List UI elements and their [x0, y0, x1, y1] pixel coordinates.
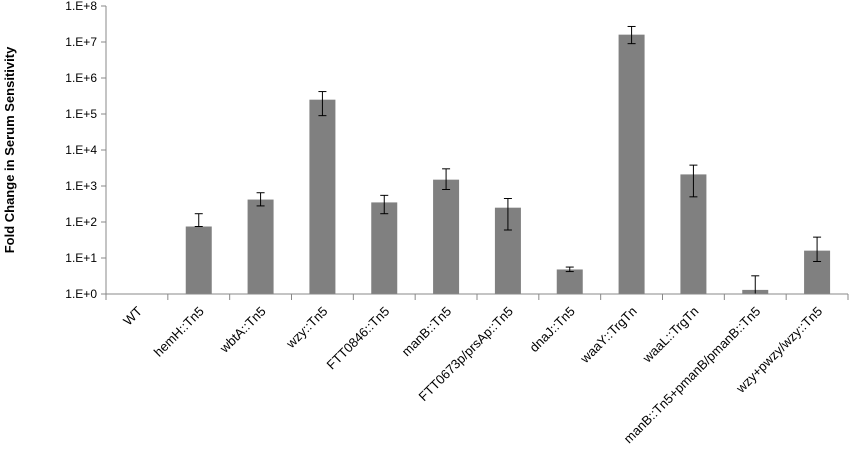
bar [309, 99, 336, 294]
bar [371, 202, 398, 294]
x-tick-label: hemH::Tn5 [151, 304, 207, 360]
y-tick-label: 1.E+3 [65, 179, 97, 193]
bars [185, 34, 831, 295]
x-tick-label: wbtA::Tn5 [216, 304, 269, 357]
y-tick-label: 1.E+1 [65, 251, 97, 265]
y-tick-label: 1.E+2 [65, 215, 97, 229]
bar [433, 179, 460, 294]
bar [556, 269, 583, 294]
x-tick-label: manB::Tn5 [399, 304, 455, 360]
axes [105, 6, 849, 300]
bar [247, 199, 274, 294]
x-tick-label: waaY::TrgTn [577, 304, 640, 367]
y-tick-label: 1.E+0 [65, 287, 97, 301]
y-axis-title: Fold Change in Serum Sensitivity [2, 46, 17, 253]
y-tick-label: 1.E+8 [65, 0, 97, 13]
x-tick-label: waaL::TrgTn [639, 304, 702, 367]
y-tick-label: 1.E+4 [65, 143, 97, 157]
x-tick-label: WT [120, 303, 145, 328]
bar [185, 226, 212, 294]
x-axis-labels: WT hemH::Tn5 wbtA::Tn5 wzy::Tn5FTT0846::Tn5… [120, 303, 825, 446]
x-tick-label: FTT0846::Tn5 [324, 304, 393, 373]
x-tick-label: dnaJ::Tn5 [526, 304, 577, 355]
y-tick-label: 1.E+5 [65, 107, 97, 121]
y-tick-label: 1.E+7 [65, 35, 97, 49]
error-bars [194, 25, 822, 294]
y-tick-label: 1.E+6 [65, 71, 97, 85]
bar [618, 34, 645, 295]
x-tick-label: wzy::Tn5 [282, 304, 330, 352]
y-axis-ticks: 1.E+0 1.E+1 1.E+2 1.E+3 1.E+4 1.E+5 1.E+6 1.E+7… [65, 0, 106, 301]
